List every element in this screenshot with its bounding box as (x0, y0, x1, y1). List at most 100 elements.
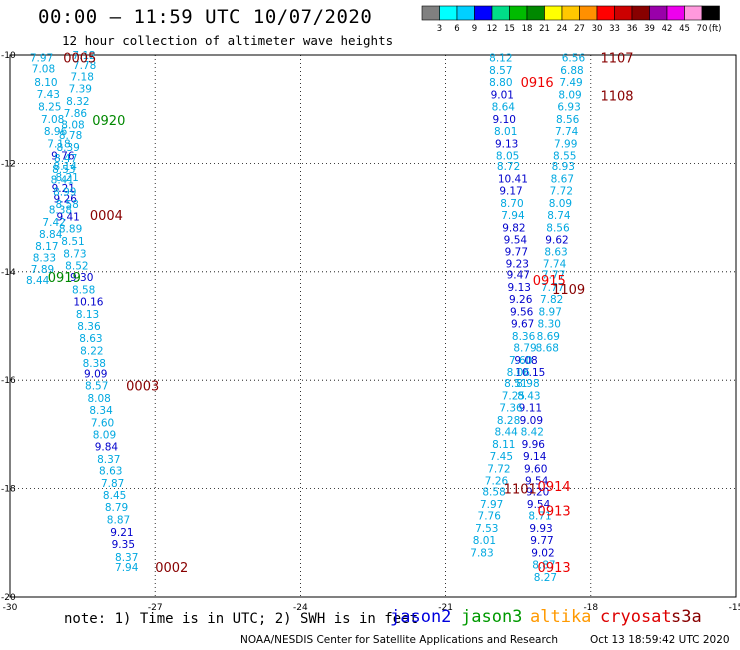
y-tick-label: -20 (1, 593, 16, 603)
wave-height-value: 9.01 (491, 90, 514, 102)
wave-height-value: 7.72 (487, 464, 510, 476)
wave-height-value: 8.89 (59, 223, 82, 235)
wave-height-value: 8.10 (34, 77, 57, 89)
legend-tick-label: 12 (487, 24, 498, 34)
wave-height-value: 10.41 (498, 174, 528, 186)
map-frame (9, 54, 737, 598)
wave-height-value: 7.45 (490, 451, 513, 463)
wave-height-value: 8.58 (482, 486, 505, 498)
wave-height-value: 8.14 (54, 161, 78, 173)
wave-height-value: 7.94 (501, 210, 525, 222)
wave-height-value: 9.77 (530, 535, 553, 547)
wave-height-value: 8.52 (65, 260, 88, 272)
wave-height-value: 8.97 (539, 306, 562, 318)
wave-height-value: 8.67 (551, 174, 574, 186)
legend-unit: (ft) (709, 24, 722, 34)
wave-height-value: 7.78 (73, 60, 96, 72)
legend-tick-label: 24 (557, 24, 568, 34)
wave-height-value: 7.87 (101, 478, 124, 490)
wave-height-value: 9.76 (51, 150, 75, 162)
wave-height-value: 8.37 (115, 552, 138, 564)
wave-height-value: 9.13 (495, 138, 518, 150)
wave-height-value: 9.54 (527, 499, 551, 511)
wave-height-value: 8.11 (492, 439, 515, 451)
wave-height-value: 8.08 (61, 119, 84, 131)
footer-note: note: 1) Time is in UTC; 2) SWH is in fe… (64, 611, 419, 627)
pass-time-label: 0004 (90, 209, 123, 224)
wave-height-value: 8.09 (549, 198, 572, 210)
y-tick-label: -18 (1, 485, 16, 495)
wave-height-value: 8.17 (35, 241, 58, 253)
y-tick-label: -14 (1, 268, 16, 278)
wave-height-value: 9.11 (519, 402, 542, 414)
pass-time-label: 0005 (63, 52, 96, 67)
wave-height-value: 8.98 (516, 378, 539, 390)
x-tick-label: -24 (293, 603, 308, 613)
wave-height-value: 7.18 (71, 72, 94, 84)
wave-height-value: 9.54 (525, 475, 549, 487)
wave-height-value: 7.74 (543, 259, 567, 271)
wave-height-value: 8.68 (536, 343, 559, 355)
wave-height-value: 7.94 (115, 562, 139, 574)
x-tick-label: -21 (438, 603, 453, 613)
wave-height-value: 8.47 (54, 153, 77, 165)
legend-tick-label: 27 (574, 24, 585, 34)
wave-height-value: 7.60 (509, 355, 532, 367)
wave-height-value: 9.23 (506, 259, 529, 271)
legend-tick-label: 70 (697, 24, 708, 34)
wave-height-value: 8.36 (512, 331, 536, 343)
wave-height-value: 6.56 (562, 53, 586, 65)
satellite-name-jason3: jason3 (461, 607, 523, 627)
wave-height-value: 9.09 (84, 369, 107, 381)
legend-tick-label: 45 (679, 24, 690, 34)
wave-height-value: 8.56 (546, 222, 570, 234)
satellite-name-s3a: s3a (671, 607, 702, 627)
wave-height-value: 8.44 (494, 427, 518, 439)
wave-height-value: 9.26 (54, 194, 78, 206)
wave-height-value: 9.54 (504, 234, 528, 246)
wave-height-value: 7.26 (485, 475, 509, 487)
legend-tick-label: 33 (609, 24, 620, 34)
wave-height-value: 9.09 (520, 415, 543, 427)
legend-tick-label: 39 (644, 24, 655, 34)
pass-time-label: 0915 (533, 274, 566, 289)
pass-time-label: 1101 (504, 483, 537, 498)
wave-height-value: 8.28 (497, 415, 520, 427)
wave-height-value: 7.49 (559, 77, 582, 89)
wave-height-value: 7.53 (475, 523, 498, 535)
pass-time-label: 1109 (552, 283, 585, 298)
wave-height-value: 10.16 (73, 297, 103, 309)
wave-height-value: 9.08 (514, 355, 537, 367)
wave-height-value: 9.93 (529, 523, 552, 535)
wave-height-value: 8.73 (63, 248, 86, 260)
wave-height-value: 7.89 (31, 264, 54, 276)
wave-height-value: 7.74 (555, 126, 579, 138)
wave-height-value: 8.01 (473, 535, 496, 547)
x-tick-label: -15 (729, 603, 740, 613)
x-tick-label: -30 (3, 603, 18, 613)
pass-time-label: 0920 (92, 114, 125, 129)
wave-height-value: 8.78 (59, 130, 82, 142)
wave-height-value: 8.93 (552, 161, 575, 173)
wave-height-value: 9.13 (508, 282, 531, 294)
legend-tick-label: 3 (437, 24, 442, 34)
wave-height-value: 8.21 (55, 172, 78, 184)
wave-height-value: 7.76 (478, 511, 502, 523)
wave-height-value: 7.08 (41, 114, 64, 126)
wave-height-value: 9.96 (522, 439, 546, 451)
wave-height-value: 8.63 (79, 333, 102, 345)
wave-height-value: 6.88 (560, 65, 583, 77)
wave-height-value: 7.86 (64, 108, 88, 120)
pass-time-label: 1107 (600, 52, 633, 67)
legend-tick-label: 6 (454, 24, 459, 34)
wave-height-value: 8.70 (500, 198, 523, 210)
wave-height-value: 7.82 (540, 294, 563, 306)
satellite-name-cryosat: cryosat (600, 607, 672, 627)
pass-time-label: 0914 (538, 480, 571, 495)
wave-height-value: 8.84 (39, 229, 63, 241)
wave-height-value: 9.77 (505, 247, 528, 259)
pass-time-label: 0003 (126, 380, 159, 395)
wave-height-value: 8.80 (489, 77, 512, 89)
wave-height-value: 9.35 (112, 539, 135, 551)
